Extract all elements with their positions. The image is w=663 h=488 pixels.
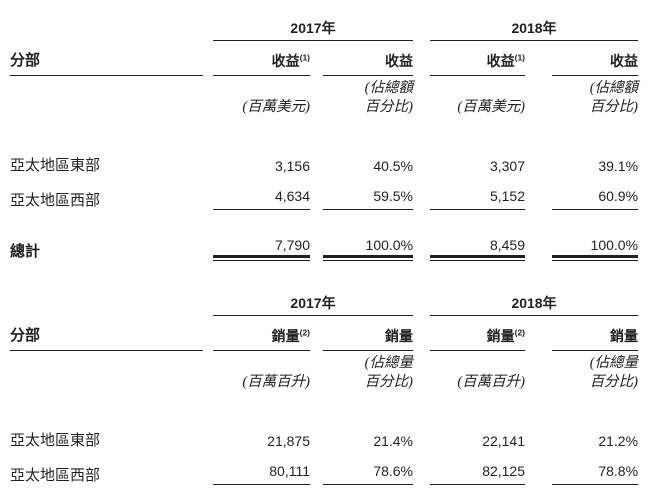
unit-label: (百萬美元) (242, 99, 310, 116)
cell-value: 59.5% (323, 174, 414, 210)
table-row-apac-east: 亞太地區東部 3,156 40.5% 3,307 39.1% (10, 152, 638, 174)
total-value: 8,459 (430, 231, 526, 261)
total-value: 7,790 (213, 231, 310, 261)
cell-value: 21.4% (373, 432, 414, 449)
cell-value: 39.1% (598, 157, 639, 174)
column-header-row: 分部 收益(1) 收益 收益(1) 收益 (10, 40, 639, 76)
spacer-row (10, 485, 638, 488)
units-row-line2: (百萬美元) 百分比) (百萬美元) 百分比) (10, 97, 638, 116)
cell-value: 78.8% (552, 449, 639, 485)
total-value-text: 8,459 (430, 237, 526, 258)
year-header-row: 2017年 2018年 (10, 287, 639, 316)
unit-label: 百分比) (364, 374, 414, 391)
column-header-volume-pct-2018: 銷量 (552, 315, 639, 351)
column-header-label: 銷量 (610, 327, 639, 344)
spacer-row (10, 391, 638, 427)
column-header-label: 收益 (610, 52, 639, 69)
column-header-label: 銷量 (385, 327, 414, 344)
table-row-apac-east: 亞太地區東部 21,875 21.4% 22,141 21.2% (10, 427, 638, 449)
year-header-2018: 2018年 (430, 287, 639, 316)
unit-label: 百分比) (364, 99, 414, 116)
unit-label: (百萬百升) (242, 374, 310, 391)
total-value-text: 100.0% (323, 237, 414, 258)
spacer-row (10, 116, 638, 152)
unit-label (430, 76, 525, 98)
column-header-label: 收益 (486, 52, 515, 69)
spacer-row (10, 210, 638, 232)
column-header-label: 銷量 (271, 327, 300, 344)
units-row-line1: (佔總量 (佔總量 (10, 351, 638, 373)
total-value-text: 7,790 (213, 237, 310, 258)
column-header-revenue-pct-2018: 收益 (552, 40, 639, 76)
unit-label: (佔總量 (589, 355, 639, 372)
unit-label: 百分比) (589, 374, 639, 391)
revenue-table: 2017年 2018年 分部 收益(1) 收益 收益(1) 收益 (佔總額 (10, 12, 639, 261)
cell-value: 60.9% (552, 174, 639, 210)
column-header-label: 銷量 (486, 327, 515, 344)
year-header-row: 2017年 2018年 (10, 12, 639, 41)
column-header-row: 分部 銷量(2) 銷量 銷量(2) 銷量 (10, 315, 639, 351)
row-label: 亞太地區西部 (10, 467, 101, 485)
year-header-2018: 2018年 (430, 12, 639, 41)
cell-value: 21.2% (598, 432, 639, 449)
column-header-volume-2018: 銷量(2) (430, 315, 526, 351)
unit-label: (佔總額 (364, 80, 414, 97)
row-label: 亞太地區東部 (10, 431, 101, 449)
segment-column-header: 分部 (10, 40, 203, 76)
units-row-line2: (百萬百升) 百分比) (百萬百升) 百分比) (10, 372, 638, 391)
cell-value: 5,152 (430, 174, 526, 210)
unit-label: 百分比) (589, 99, 639, 116)
table-row-apac-west: 亞太地區西部 4,634 59.5% 5,152 60.9% (10, 174, 639, 210)
row-label: 亞太地區西部 (10, 192, 101, 210)
unit-label: (佔總量 (364, 355, 414, 372)
unit-label (213, 76, 310, 98)
column-header-volume-2017: 銷量(2) (213, 315, 310, 351)
cell-value: 80,111 (213, 449, 310, 485)
total-value: 100.0% (552, 231, 639, 261)
cell-value: 82,125 (430, 449, 526, 485)
cell-value: 21,875 (267, 432, 310, 449)
segment-column-header: 分部 (10, 315, 203, 351)
unit-label (213, 351, 310, 373)
unit-label (430, 351, 525, 373)
total-label: 總計 (10, 243, 41, 261)
sales-volume-table: 2017年 2018年 分部 銷量(2) 銷量 銷量(2) 銷量 (佔總量 (10, 287, 639, 488)
footnote-marker: (2) (299, 327, 310, 338)
row-label: 亞太地區東部 (10, 156, 101, 174)
column-header-revenue-2018: 收益(1) (430, 40, 526, 76)
footnote-marker: (1) (299, 52, 310, 63)
table-row-apac-west: 亞太地區西部 80,111 78.6% 82,125 78.8% (10, 449, 639, 485)
footnote-marker: (2) (514, 327, 526, 338)
column-header-revenue-2017: 收益(1) (213, 40, 310, 76)
total-value-text: 100.0% (552, 237, 639, 258)
column-header-label: 收益 (385, 52, 414, 69)
total-value: 100.0% (323, 231, 414, 261)
total-row: 總計 7,790 100.0% 8,459 100.0% (10, 231, 639, 261)
year-header-2017: 2017年 (213, 12, 414, 41)
cell-value: 22,141 (482, 432, 526, 449)
units-row-line1: (佔總額 (佔總額 (10, 76, 638, 98)
unit-label: (百萬百升) (457, 374, 526, 391)
year-header-2017: 2017年 (213, 287, 414, 316)
cell-value: 4,634 (213, 174, 310, 210)
column-header-revenue-pct-2017: 收益 (323, 40, 414, 76)
unit-label: (佔總額 (589, 80, 639, 97)
cell-value: 40.5% (373, 157, 414, 174)
column-header-volume-pct-2017: 銷量 (323, 315, 414, 351)
unit-label: (百萬美元) (457, 99, 526, 116)
cell-value: 3,156 (274, 157, 310, 174)
cell-value: 78.6% (323, 449, 414, 485)
cell-value: 3,307 (489, 157, 526, 174)
column-header-label: 收益 (271, 52, 300, 69)
footnote-marker: (1) (514, 52, 526, 63)
